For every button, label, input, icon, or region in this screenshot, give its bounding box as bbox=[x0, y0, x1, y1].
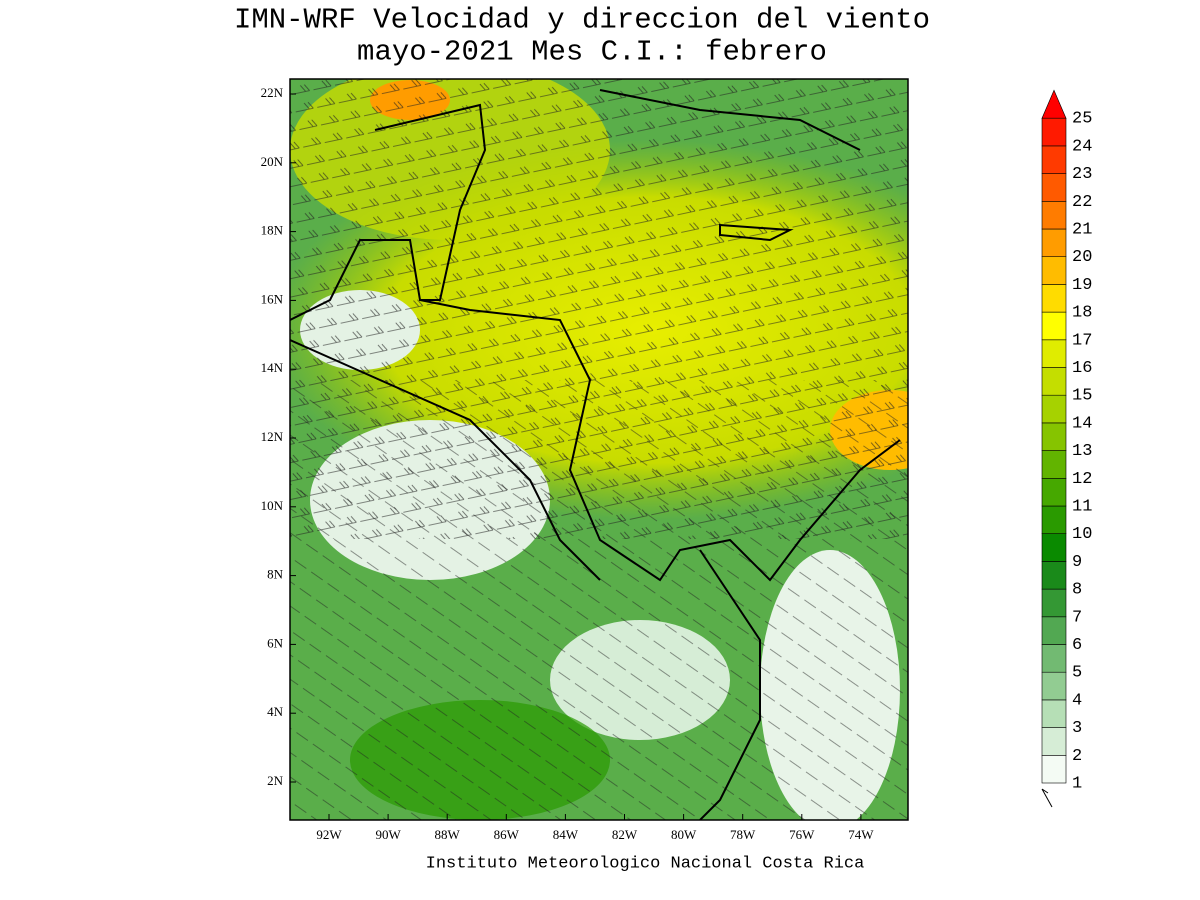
lat-label: 2N bbox=[267, 773, 284, 788]
lon-label: 84W bbox=[553, 827, 579, 842]
lat-label: 14N bbox=[261, 360, 284, 375]
colorbar-box bbox=[1041, 699, 1067, 728]
lon-label: 74W bbox=[848, 827, 874, 842]
colorbar-label: 22 bbox=[1072, 193, 1092, 212]
colorbar-label: 11 bbox=[1072, 497, 1092, 516]
colorbar-box bbox=[1041, 644, 1067, 673]
colorbar-label: 10 bbox=[1072, 525, 1092, 544]
lon-label: 86W bbox=[494, 827, 520, 842]
colorbar-label: 4 bbox=[1072, 691, 1082, 710]
colorbar-box bbox=[1041, 616, 1067, 645]
colorbar-label: 19 bbox=[1072, 276, 1092, 295]
colorbar-box bbox=[1041, 671, 1067, 701]
lat-label: 16N bbox=[261, 291, 284, 306]
credit: Instituto Meteorologico Nacional Costa R… bbox=[426, 854, 865, 873]
lat-label: 10N bbox=[261, 498, 284, 513]
colorbar-box bbox=[1041, 588, 1067, 618]
title: IMN-WRF Velocidad y direccion del viento bbox=[234, 4, 930, 37]
colorbar-box bbox=[1041, 533, 1067, 562]
colorbar-label: 15 bbox=[1072, 387, 1092, 406]
colorbar-barb bbox=[1041, 788, 1053, 808]
lon-label: 82W bbox=[612, 827, 638, 842]
colorbar-label: 6 bbox=[1072, 636, 1082, 655]
colorbar-box bbox=[1041, 367, 1067, 396]
colorbar-box bbox=[1041, 422, 1067, 451]
colorbar-arrow bbox=[1041, 89, 1067, 119]
colorbar-label: 12 bbox=[1072, 470, 1092, 489]
lon-label: 78W bbox=[730, 827, 756, 842]
subtitle: mayo-2021 Mes C.I.: febrero bbox=[357, 36, 827, 69]
colorbar-box bbox=[1041, 228, 1067, 258]
colorbar-box bbox=[1041, 450, 1067, 479]
lat-label: 4N bbox=[267, 704, 284, 719]
colorbar-box bbox=[1041, 505, 1067, 535]
colorbar-box bbox=[1041, 256, 1067, 285]
colorbar-label: 7 bbox=[1072, 608, 1082, 627]
colorbar-label: 3 bbox=[1072, 719, 1082, 738]
colorbar-label: 13 bbox=[1072, 442, 1092, 461]
colorbar-box bbox=[1041, 117, 1067, 147]
colorbar-label: 16 bbox=[1072, 359, 1092, 378]
map-field bbox=[290, 79, 908, 820]
colorbar-box bbox=[1041, 284, 1067, 313]
colorbar-label: 20 bbox=[1072, 248, 1092, 267]
lon-label: 88W bbox=[435, 827, 461, 842]
colorbar-label: 8 bbox=[1072, 581, 1082, 600]
colorbar-label: 5 bbox=[1072, 664, 1082, 683]
colorbar-label: 9 bbox=[1072, 553, 1082, 572]
colorbar-box bbox=[1041, 727, 1067, 756]
colorbar-box bbox=[1041, 561, 1067, 590]
lon-label: 80W bbox=[671, 827, 697, 842]
colorbar-label: 25 bbox=[1072, 110, 1092, 129]
colorbar-box bbox=[1041, 394, 1067, 424]
lat-label: 6N bbox=[267, 635, 284, 650]
lat-label: 12N bbox=[261, 429, 284, 444]
colorbar-label: 14 bbox=[1072, 414, 1092, 433]
lat-label: 8N bbox=[267, 567, 284, 582]
colorbar-label: 23 bbox=[1072, 165, 1092, 184]
colorbar-box bbox=[1041, 339, 1067, 368]
colorbar-box bbox=[1041, 477, 1067, 507]
colorbar-box bbox=[1041, 201, 1067, 230]
lat-label: 22N bbox=[261, 85, 284, 100]
lon-label: 92W bbox=[316, 827, 342, 842]
lat-label: 18N bbox=[261, 223, 284, 238]
colorbar-label: 21 bbox=[1072, 220, 1092, 239]
colorbar-box bbox=[1041, 145, 1067, 174]
colorbar-label: 1 bbox=[1072, 774, 1082, 793]
colorbar-box bbox=[1041, 754, 1067, 784]
lat-label: 20N bbox=[261, 154, 284, 169]
colorbar-label: 17 bbox=[1072, 331, 1092, 350]
colorbar-box bbox=[1041, 173, 1067, 202]
colorbar-label: 18 bbox=[1072, 304, 1092, 323]
colorbar-box bbox=[1041, 311, 1067, 341]
colorbar-label: 2 bbox=[1072, 747, 1082, 766]
colorbar-label: 24 bbox=[1072, 137, 1092, 156]
map-frame bbox=[289, 78, 909, 821]
lon-label: 76W bbox=[789, 827, 815, 842]
lon-label: 90W bbox=[375, 827, 401, 842]
